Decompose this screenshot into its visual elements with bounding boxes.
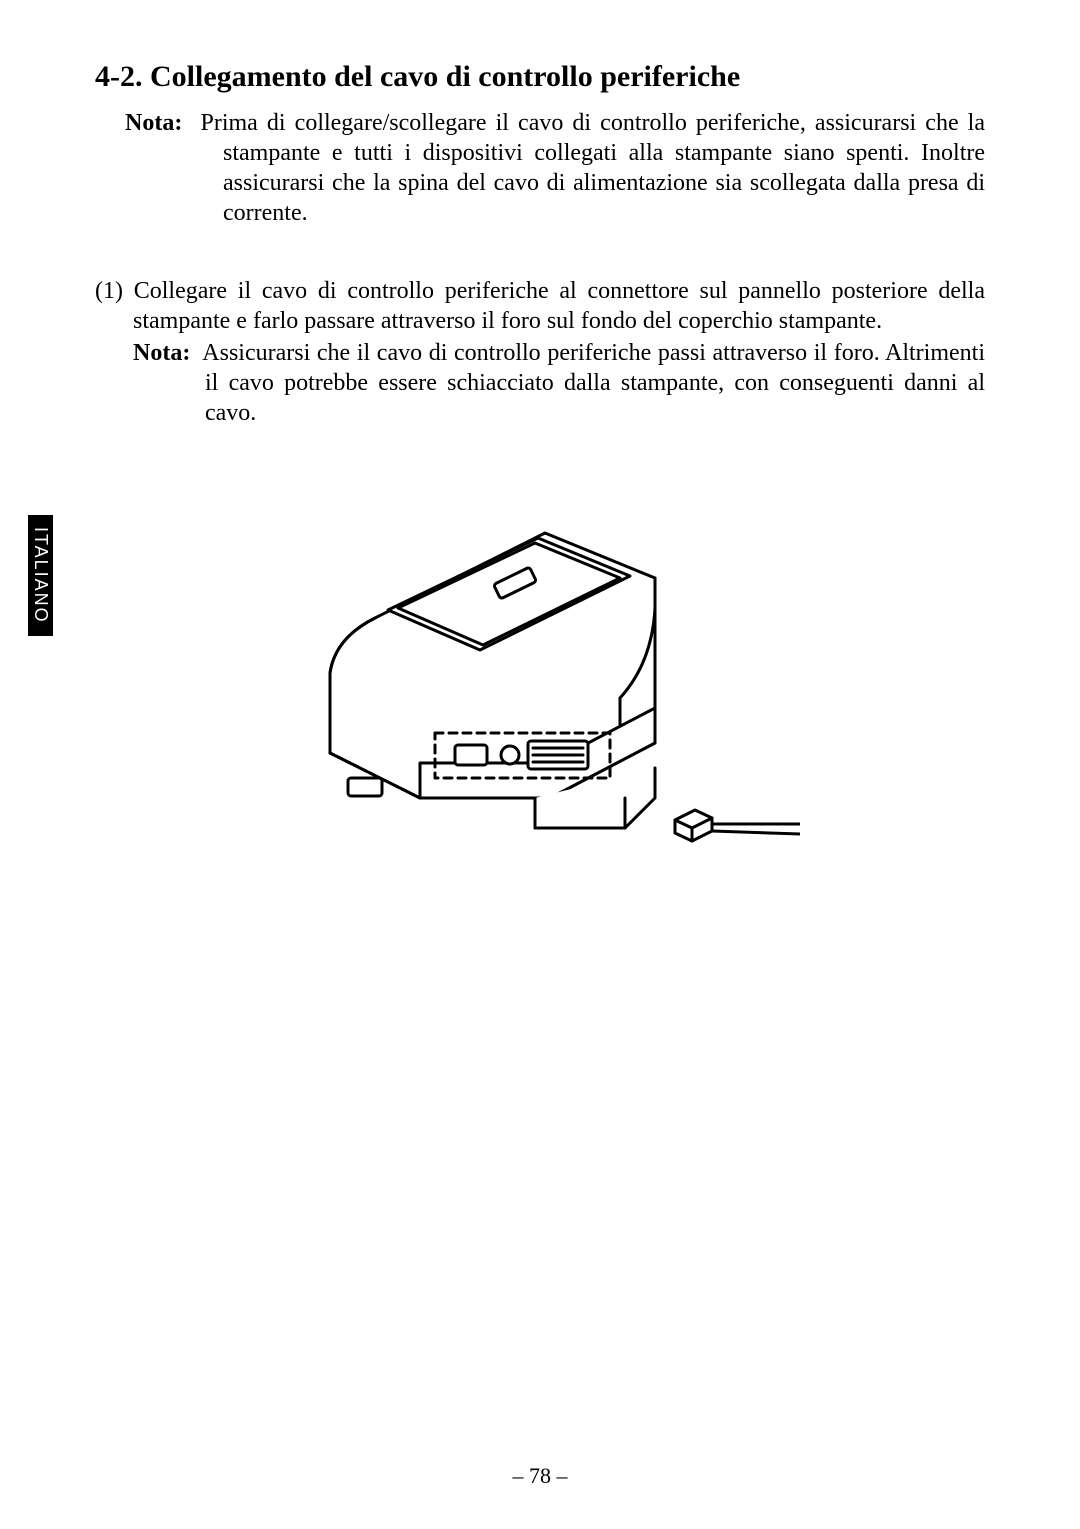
note-text: Prima di collegare/scollegare il cavo di… xyxy=(201,110,986,226)
printer-figure xyxy=(95,498,985,883)
note-block-2: Nota: Assicurarsi che il cavo di control… xyxy=(95,338,985,428)
list-number: (1) xyxy=(95,278,123,304)
note-text: Assicurarsi che il cavo di controllo per… xyxy=(202,340,985,426)
note-label: Nota: xyxy=(125,110,182,136)
list-item-1: (1) Collegare il cavo di controllo perif… xyxy=(95,276,985,428)
language-tab: ITALIANO xyxy=(28,515,53,636)
note-label: Nota: xyxy=(133,340,190,366)
page-number: – 78 – xyxy=(0,1463,1080,1489)
note-block-1: Nota: Prima di collegare/scollegare il c… xyxy=(125,108,985,228)
printer-rear-icon xyxy=(280,498,800,878)
page-content: 4-2. Collegamento del cavo di controllo … xyxy=(0,0,1080,943)
section-heading: 4-2. Collegamento del cavo di controllo … xyxy=(95,60,985,94)
list-text: Collegare il cavo di controllo periferic… xyxy=(133,278,985,334)
